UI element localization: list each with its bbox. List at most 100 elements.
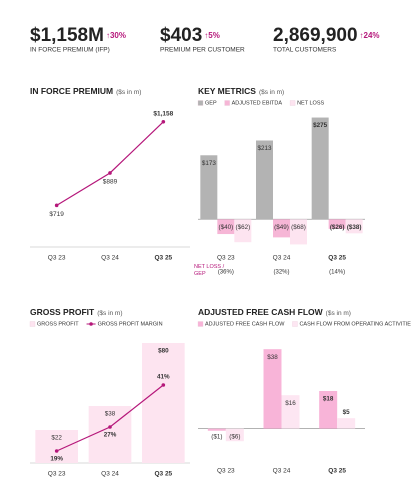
legend-swatch <box>292 321 298 327</box>
kpi-number: 2,869,900 <box>273 25 358 46</box>
bar <box>200 155 218 220</box>
ratio-value: (36%) <box>218 270 234 276</box>
legend-swatch <box>224 100 230 106</box>
title-text: IN FORCE PREMIUM <box>30 86 113 96</box>
value-label: ($40) <box>218 224 233 231</box>
bar <box>319 391 338 429</box>
ratio-label: NET LOSS / GEP <box>194 264 225 277</box>
title-unit: ($s in m) <box>97 310 122 317</box>
x-tick-label: Q3 25 <box>154 471 172 478</box>
value-label: $38 <box>105 411 116 418</box>
ratio-value: (32%) <box>273 270 289 276</box>
bar <box>281 395 300 429</box>
kpi-label: TOTAL CUSTOMERS <box>273 47 337 54</box>
bar <box>290 219 307 245</box>
x-tick-label: Q3 24 <box>101 255 119 262</box>
value-label: $22 <box>51 435 62 442</box>
point <box>161 119 166 124</box>
kpi-label: IN FORCE PREMIUM (IFP) <box>30 47 110 54</box>
value-label: $80 <box>158 348 169 355</box>
value-label: ($38) <box>347 224 362 231</box>
title-text: GROSS PROFIT <box>30 307 95 317</box>
legend-swatch <box>29 321 36 327</box>
legend-label: ADJUSTED FREE CASH FLOW <box>205 321 285 327</box>
kpi-change: ↑24% <box>360 31 380 40</box>
bar <box>311 117 329 220</box>
chart-title: IN FORCE PREMIUM ($s in m) <box>30 86 141 96</box>
kpi-number: $1,158M <box>30 25 104 46</box>
point <box>161 383 166 387</box>
value-label: 41% <box>157 374 170 381</box>
legend-label: GROSS PROFIT <box>37 321 79 327</box>
value-label: ($68) <box>291 224 306 231</box>
point <box>108 425 112 429</box>
value-label: $1,158 <box>153 111 173 118</box>
bar <box>142 343 185 463</box>
bar <box>234 219 252 243</box>
chart-title: KEY METRICS ($s in m) <box>198 86 284 96</box>
legend-label: NET LOSS <box>297 100 324 106</box>
value-label: 27% <box>104 432 117 439</box>
x-tick-label: Q3 23 <box>217 255 235 262</box>
chart-title: GROSS PROFIT ($s in m) <box>30 307 123 317</box>
bar <box>273 219 290 238</box>
value-label: $38 <box>267 354 278 361</box>
legend-label: GEP <box>205 100 217 106</box>
value-label: ($26) <box>330 224 345 231</box>
bar <box>345 219 363 234</box>
value-label: $213 <box>257 145 272 152</box>
legend-swatch <box>197 100 204 106</box>
legend-label: ADJUSTED EBITDA <box>232 100 283 106</box>
value-label: $16 <box>285 400 296 407</box>
x-tick-label: Q3 25 <box>328 468 346 475</box>
point <box>54 449 59 453</box>
x-tick-label: Q3 25 <box>154 255 172 262</box>
value-label: $18 <box>323 396 334 403</box>
bar <box>217 219 235 235</box>
legend-swatch <box>289 100 296 106</box>
x-tick-label: Q3 23 <box>48 255 66 262</box>
value-label: 19% <box>50 456 63 463</box>
x-tick-label: Q3 23 <box>48 471 66 478</box>
ratio-value: (14%) <box>329 270 345 276</box>
value-label: ($1) <box>211 433 222 440</box>
kpi-number: $403 <box>160 25 202 46</box>
x-tick-label: Q3 24 <box>273 468 291 475</box>
chart-title: ADJUSTED FREE CASH FLOW ($s in m) <box>198 307 351 317</box>
legend-label: CASH FLOW FROM OPERATING ACTIVITIES <box>299 321 411 327</box>
x-tick-label: Q3 24 <box>101 471 119 478</box>
bar <box>328 219 346 229</box>
value-label: $719 <box>49 211 64 218</box>
title-unit: ($s in m) <box>259 89 284 96</box>
bar <box>35 430 78 463</box>
kpi-value: 2,869,900 ↑24% <box>273 25 380 46</box>
kpi-change: ↑30% <box>106 31 126 40</box>
bar <box>263 349 282 429</box>
value-label: $173 <box>202 160 217 167</box>
x-tick-label: Q3 24 <box>273 255 291 262</box>
kpi-value: $1,158M ↑30% <box>30 25 126 46</box>
kpi-change: ↑5% <box>204 31 220 40</box>
value-label: $889 <box>103 179 118 186</box>
x-tick-label: Q3 25 <box>328 255 346 262</box>
x-tick-label: Q3 23 <box>217 468 235 475</box>
legend-label: GROSS PROFIT MARGIN <box>98 321 163 327</box>
title-text: ADJUSTED FREE CASH FLOW <box>198 307 324 317</box>
bar <box>207 428 226 431</box>
title-text: KEY METRICS <box>198 86 256 96</box>
point <box>108 171 112 175</box>
title-unit: ($s in m) <box>326 310 351 317</box>
bar <box>256 140 273 220</box>
legend-dot <box>89 322 93 326</box>
bar <box>337 418 356 429</box>
value-label: ($49) <box>274 224 289 231</box>
kpi-value: $403 ↑5% <box>160 25 220 46</box>
point <box>54 203 59 208</box>
value-label: ($6) <box>229 433 240 440</box>
value-label: ($62) <box>235 224 250 231</box>
title-unit: ($s in m) <box>116 89 141 96</box>
kpi-label: PREMIUM PER CUSTOMER <box>160 47 245 54</box>
line <box>56 121 164 206</box>
